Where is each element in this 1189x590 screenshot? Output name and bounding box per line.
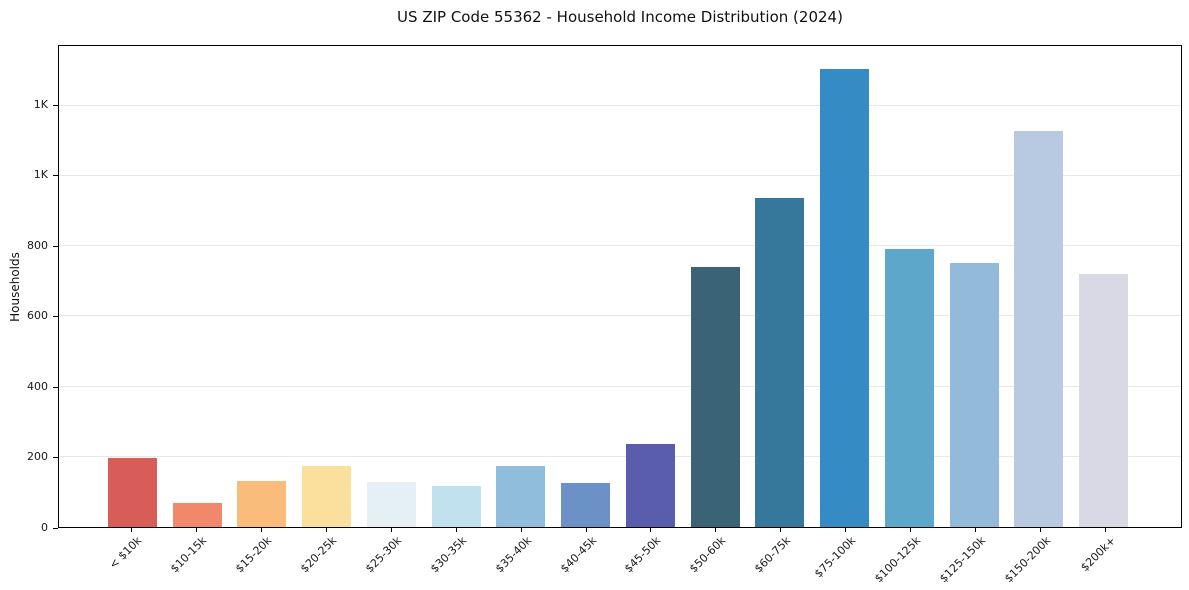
x-tick-label: $35-40k	[492, 534, 534, 576]
x-tick-mark	[909, 528, 911, 532]
bar-slot	[359, 46, 424, 527]
x-tick-label: $25-30k	[362, 534, 405, 576]
y-tick-mark	[53, 316, 58, 318]
y-tick-label: 0	[41, 521, 48, 534]
y-tick-label: 800	[27, 238, 48, 252]
bar-200k	[1079, 274, 1129, 527]
x-tick-label: < $10k	[107, 534, 145, 572]
bar-25-30k	[366, 482, 416, 527]
x-tick-label: $45-50k	[622, 534, 664, 576]
y-tick-mark	[53, 245, 58, 247]
bar-slot	[1071, 46, 1136, 527]
gridline	[59, 455, 1181, 457]
bar-150-200k	[1014, 130, 1064, 527]
y-tick-label: 1K	[33, 168, 48, 182]
bar-45-50k	[625, 444, 675, 527]
gridline	[59, 104, 1181, 106]
bar-slot	[748, 46, 813, 527]
bar-75-100k	[820, 68, 870, 527]
bar-slot	[812, 46, 877, 527]
bar-slot	[553, 46, 618, 527]
x-tick-label: $15-20k	[233, 534, 275, 576]
chart-title: US ZIP Code 55362 - Household Income Dis…	[397, 8, 843, 26]
x-tick-label: $40-45k	[557, 534, 599, 576]
x-tick-mark	[390, 528, 392, 532]
x-tick-mark	[715, 528, 717, 532]
x-tick-label: $200k+	[1077, 534, 1118, 575]
gridline	[59, 315, 1181, 317]
x-tick-mark	[455, 528, 457, 532]
y-tick-mark	[53, 386, 58, 388]
gridline	[59, 174, 1181, 176]
bar-slot	[1007, 46, 1072, 527]
plot-area	[58, 45, 1182, 528]
bar-series	[59, 46, 1181, 527]
y-tick-label: 600	[27, 309, 48, 323]
y-tick-label: 400	[27, 379, 48, 393]
y-tick-label: 1K	[33, 97, 48, 111]
x-tick-label: $30-35k	[427, 534, 470, 576]
bar-40-45k	[561, 482, 611, 527]
bar-60-75k	[755, 197, 805, 527]
x-tick-label: $60-75k	[752, 534, 794, 576]
x-tick-mark	[780, 528, 782, 532]
y-tick-mark	[53, 175, 58, 177]
gridline	[59, 385, 1181, 387]
x-tick-label: $150-200k	[1001, 534, 1053, 586]
x-tick-label: $10-15k	[168, 534, 210, 576]
x-tick-mark	[974, 528, 976, 532]
bar-slot	[683, 46, 748, 527]
bar-slot	[877, 46, 942, 527]
x-tick-mark	[261, 528, 263, 532]
bar-50-60k	[690, 267, 740, 527]
y-tick-mark	[53, 104, 58, 106]
x-tick-label: $20-25k	[297, 534, 340, 576]
y-tick-mark	[53, 528, 58, 529]
y-tick-label: 200	[27, 450, 48, 464]
bar-20-25k	[302, 465, 352, 527]
x-tick-mark	[650, 528, 652, 532]
bar-slot	[165, 46, 230, 527]
bar-10k	[107, 457, 157, 527]
x-tick-mark	[196, 528, 198, 532]
bar-slot	[424, 46, 489, 527]
bar-slot	[294, 46, 359, 527]
x-tick-mark	[326, 528, 328, 532]
bar-slot	[230, 46, 295, 527]
x-tick-mark	[520, 528, 522, 532]
x-tick-label: $50-60k	[687, 534, 729, 576]
bar-30-35k	[431, 485, 481, 527]
x-tick-label: $125-150k	[936, 534, 989, 586]
bar-slot	[942, 46, 1007, 527]
x-tick-label: $100-125k	[871, 534, 924, 586]
x-tick-mark	[1039, 528, 1041, 532]
x-tick-mark	[585, 528, 587, 532]
bar-15-20k	[237, 481, 287, 527]
bar-35-40k	[496, 465, 546, 527]
x-tick-label: $75-100k	[812, 534, 859, 581]
bar-10-15k	[172, 503, 222, 527]
x-tick-mark	[131, 528, 133, 532]
bar-125-150k	[949, 263, 999, 527]
x-tick-mark	[1104, 528, 1106, 532]
bar-slot	[618, 46, 683, 527]
bar-slot	[489, 46, 554, 527]
y-tick-mark	[53, 457, 58, 459]
gridline	[59, 245, 1181, 247]
x-tick-mark	[845, 528, 847, 532]
bar-100-125k	[884, 248, 934, 527]
bar-slot	[100, 46, 165, 527]
